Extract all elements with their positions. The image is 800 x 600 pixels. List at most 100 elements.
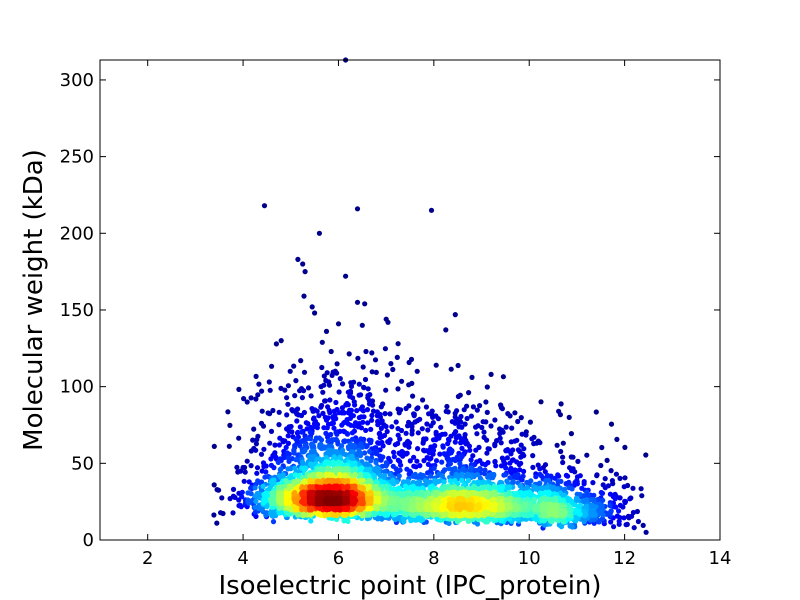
scatter-point [427, 456, 433, 462]
scatter-point [558, 448, 564, 455]
scatter-point [363, 348, 369, 355]
scatter-point [414, 368, 420, 374]
scatter-point [285, 383, 291, 389]
scatter-point [277, 474, 284, 480]
scatter-point [297, 388, 303, 394]
scatter-point [491, 483, 498, 489]
scatter-point [319, 364, 325, 371]
scatter-point [468, 457, 474, 463]
scatter-point [643, 529, 649, 535]
scatter-point [560, 502, 566, 508]
scatter-point [492, 417, 498, 423]
scatter-point [317, 444, 323, 450]
scatter-point [445, 441, 451, 447]
scatter-point [501, 472, 507, 478]
scatter-point [346, 351, 352, 357]
scatter-point [253, 373, 259, 379]
scatter-point [425, 501, 431, 507]
scatter-point [395, 341, 401, 347]
scatter-point [369, 350, 375, 356]
scatter-point [320, 410, 326, 416]
scatter-point [239, 494, 245, 500]
scatter-point [622, 498, 628, 504]
scatter-point [395, 406, 401, 412]
scatter-point [382, 512, 388, 518]
scatter-point [322, 398, 328, 404]
scatter-point [230, 510, 236, 516]
scatter-point [537, 480, 543, 486]
scatter-point [378, 425, 384, 431]
scatter-point [348, 383, 355, 389]
scatter-point [584, 452, 590, 458]
scatter-point [254, 437, 260, 443]
scatter-point [485, 446, 491, 452]
scatter-point [246, 500, 252, 506]
scatter-point [316, 413, 322, 419]
scatter-point [504, 485, 510, 491]
scatter-point [507, 413, 513, 419]
scatter-point [340, 381, 346, 387]
scatter-point [293, 407, 299, 413]
scatter-point [351, 423, 357, 429]
scatter-point [248, 463, 254, 469]
scatter-point [292, 472, 299, 478]
scatter-point [328, 431, 334, 438]
scatter-point [616, 518, 622, 524]
scatter-point [378, 457, 384, 463]
scatter-point [529, 512, 535, 518]
scatter-point [530, 453, 536, 459]
scatter-point [590, 480, 596, 486]
scatter-point [214, 520, 220, 526]
scatter-point [354, 438, 360, 444]
scatter-point [253, 441, 259, 447]
scatter-point [464, 415, 470, 422]
scatter-point [368, 458, 374, 464]
scatter-point [325, 450, 331, 456]
scatter-point [412, 419, 418, 425]
scatter-point [270, 519, 277, 525]
scatter-point [454, 503, 460, 509]
scatter-point [599, 503, 605, 509]
scatter-point [508, 496, 514, 502]
scatter-point [292, 393, 298, 399]
scatter-point [457, 489, 463, 496]
scatter-point [556, 408, 562, 414]
scatter-point [403, 405, 409, 412]
scatter-point [441, 479, 447, 485]
scatter-point [442, 451, 448, 457]
scatter-point [368, 426, 374, 432]
scatter-point [343, 273, 349, 279]
scatter-point [527, 419, 534, 425]
scatter-point [426, 496, 432, 502]
scatter-point [350, 478, 356, 484]
scatter-point [540, 507, 546, 513]
scatter-point [357, 453, 364, 459]
scatter-point [568, 467, 575, 474]
scatter-point [282, 387, 288, 393]
scatter-point [461, 503, 467, 509]
scatter-point [304, 436, 310, 442]
scatter-point [337, 376, 343, 382]
scatter-point [285, 440, 291, 446]
scatter-point [334, 516, 340, 523]
scatter-point [433, 437, 439, 443]
scatter-point [616, 508, 622, 514]
scatter-point [439, 459, 445, 465]
scatter-point [397, 436, 403, 442]
scatter-point [297, 424, 303, 430]
scatter-point [643, 452, 649, 458]
scatter-point [581, 511, 587, 517]
scatter-point [285, 401, 291, 407]
scatter-point [634, 508, 641, 515]
scatter-point [433, 429, 439, 435]
scatter-point [271, 477, 277, 483]
scatter-point [497, 435, 503, 441]
scatter-point [448, 366, 454, 372]
scatter-point [299, 438, 305, 444]
scatter-point [384, 428, 390, 435]
scatter-point [541, 518, 547, 524]
scatter-point [640, 522, 646, 529]
scatter-point [359, 465, 365, 471]
scatter-point [593, 409, 599, 415]
scatter-point [382, 411, 388, 417]
